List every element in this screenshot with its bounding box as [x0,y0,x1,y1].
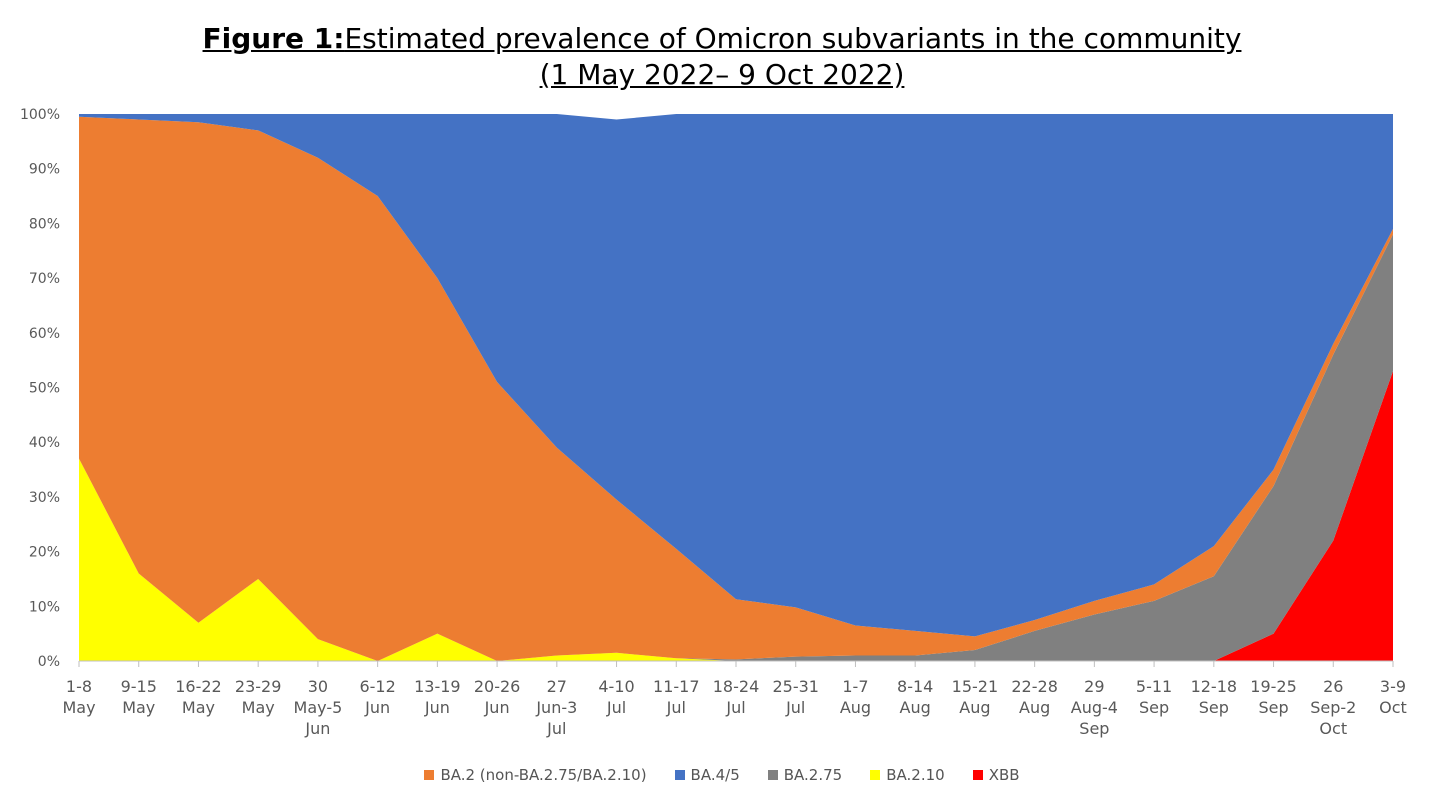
x-tick-label: 4-10 Jul [598,677,634,717]
y-tick-label: 10% [29,599,60,615]
legend: BA.2 (non-BA.2.75/BA.2.10) BA.4/5 BA.2.75 B… [0,766,1444,784]
x-tick-label: 8-14 Aug [897,677,933,717]
y-tick-label: 90% [29,162,60,178]
x-tick-label: 13-19 Jun [414,677,461,717]
legend-item-ba-2-10: BA.2.10 [870,766,945,784]
x-tick-label: 1-7 Aug [840,677,871,717]
y-tick-label: 80% [29,216,60,232]
y-tick-label: 20% [29,545,60,561]
legend-item-ba-2-75: BA.2.75 [767,766,843,784]
y-tick-label: 30% [29,490,60,506]
area-ba-2-non-ba-2-75-ba-2-10 [79,116,1393,662]
x-tick-label: 23-29 May [235,677,282,717]
x-tick-label: 5-11 Sep [1136,677,1172,717]
y-tick-label: 70% [29,271,60,287]
legend-label: XBB [988,766,1020,784]
x-tick-label: 22-28 Aug [1011,677,1058,717]
x-tick-label: 6-12 Jun [359,677,395,717]
legend-label: BA.2 (non-BA.2.75/BA.2.10) [440,766,647,784]
x-tick-label: 25-31 Jul [772,677,819,717]
chart-svg: 0% 10% 20% 30% 40% 50% 60% 70% 80% 90% 100% 1-8 May 9… [20,107,1407,738]
x-tick-label: 20-26 Jun [474,677,521,717]
area-layer [79,114,1393,662]
y-tick-label: 60% [29,326,60,342]
x-tick-label: 27 Jun-3 Jul [535,677,577,738]
area-ba-4-5 [79,114,1393,637]
x-tick-label: 30 May-5 Jun [294,677,343,738]
legend-swatch [424,770,435,780]
chart-subtitle: (1 May 2022– 9 Oct 2022) [0,58,1444,91]
x-tick-label: 12-18 Sep [1191,677,1238,717]
x-tick-label: 3-9 Oct [1379,677,1407,717]
x-tick-label: 9-15 May [121,677,157,717]
legend-label: BA.4/5 [690,766,740,784]
x-tick-label: 29 Aug-4 Sep [1071,677,1118,738]
legend-swatch [767,770,778,780]
area-ba-2-10 [79,371,1393,661]
legend-swatch [674,770,685,780]
y-tick-label: 100% [20,107,60,123]
legend-item-ba-4-5: BA.4/5 [674,766,740,784]
x-tick-label: 1-8 May [62,677,95,717]
y-tick-label: 0% [38,654,60,670]
legend-swatch [870,770,881,780]
title-text: Estimated prevalence of Omicron subvaria… [344,22,1242,55]
legend-item-ba-2-non-ba-2-75-ba-2-10: BA.2 (non-BA.2.75/BA.2.10) [424,766,647,784]
figure-label: Figure 1: [202,22,345,55]
x-tick-label: 18-24 Jul [713,677,760,717]
chart-title: Figure 1:Estimated prevalence of Omicron… [0,22,1444,55]
y-tick-label: 40% [29,435,60,451]
legend-swatch [972,770,983,780]
area-ba-2-75 [79,234,1393,661]
x-tick-label: 16-22 May [175,677,222,717]
legend-label: BA.2.75 [783,766,843,784]
axes-layer: 0% 10% 20% 30% 40% 50% 60% 70% 80% 90% 100% 1-8 May 9… [20,107,1407,738]
subtitle-text: (1 May 2022– 9 Oct 2022) [539,58,905,91]
legend-item-xbb: XBB [972,766,1020,784]
legend-label: BA.2.10 [886,766,945,784]
x-tick-label: 15-21 Aug [952,677,999,717]
y-tick-label: 50% [29,381,60,397]
x-tick-label: 19-25 Sep [1250,677,1297,717]
x-tick-label: 11-17 Jul [653,677,700,717]
x-tick-label: 26 Sep-2 Oct [1310,677,1356,738]
